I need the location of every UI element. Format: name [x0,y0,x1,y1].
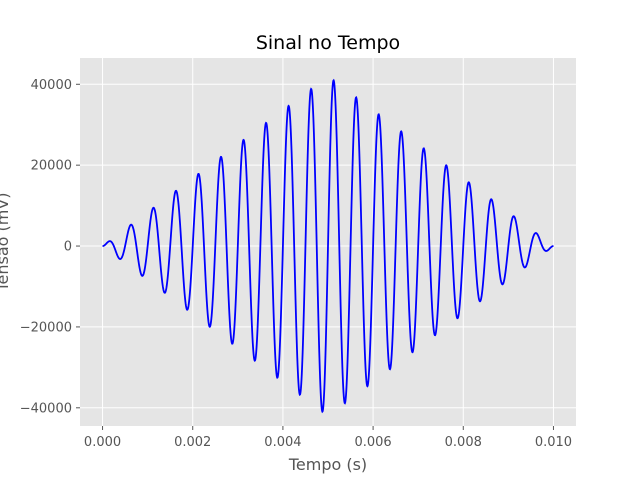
y-tick-label: 0 [64,240,72,255]
x-tick-label: 0.008 [445,435,482,450]
ticks: 0.000 0.002 0.004 0.006 0.008 0.010 −40000 −200… [20,78,572,450]
x-tick-label: 0.006 [354,435,391,450]
series-line [102,78,554,414]
x-tick-label: 0.004 [264,435,301,450]
x-tick-label: 0.010 [535,435,572,450]
x-tick-label: 0.002 [174,435,211,450]
y-tick-label: −40000 [20,401,72,416]
x-axis-label: Tempo (s) [288,455,367,474]
y-axis-label: Tensão (mV) [0,192,12,292]
y-tick-label: 20000 [31,159,72,174]
x-tick-label: 0.000 [84,435,121,450]
chart-title: Sinal no Tempo [256,32,400,54]
y-tick-label: 40000 [31,78,72,93]
y-tick-label: −20000 [20,320,72,335]
